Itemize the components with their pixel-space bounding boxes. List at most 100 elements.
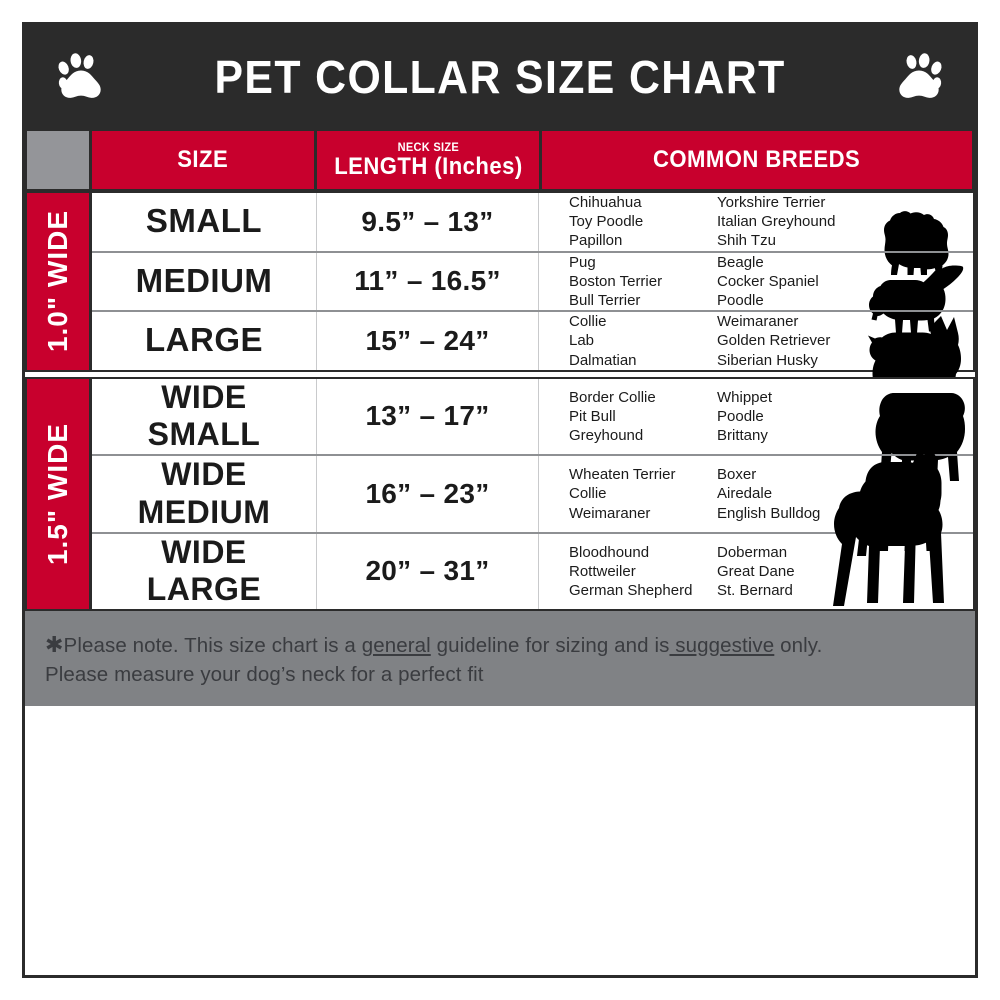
breed-item: German Shepherd: [569, 582, 693, 600]
row-size-wide-small: WIDE SMALL: [92, 378, 317, 455]
breed-column-1: Collie Lab Dalmatian: [569, 312, 717, 370]
footer-text-c: only.: [774, 634, 823, 658]
row-size-line: WIDE: [161, 378, 247, 415]
breed-item: Wheaten Terrier: [569, 466, 676, 484]
footer-text-a: Please note. This size chart is a: [63, 634, 362, 658]
breed-column-2: Yorkshire Terrier Italian Greyhound Shih…: [717, 193, 835, 251]
breed-column-2: Whippet Poodle Brittany: [717, 388, 772, 446]
column-header-size-label: SIZE: [177, 146, 229, 174]
breed-item: Poodle: [717, 407, 764, 425]
breed-column-1: Wheaten Terrier Collie Weimaraner: [569, 465, 717, 523]
breed-item: Pug: [569, 253, 596, 271]
footer-line-2: Please measure your dog’s neck for a per…: [45, 663, 484, 687]
footer-line-1: ✱Please note. This size chart is a gener…: [45, 629, 955, 660]
row-breeds-large: Collie Lab Dalmatian Weimaraner Golden R…: [539, 312, 973, 417]
breed-item: Rottweiler: [569, 562, 636, 580]
breed-item: Greyhound: [569, 427, 644, 445]
table-row[interactable]: WIDE MEDIUM 16” – 23” Wheaten Terrier Co…: [92, 442, 973, 557]
group-label-text: 1.0" WIDE: [42, 210, 73, 353]
asterisk-icon: ✱: [45, 632, 64, 658]
breed-column-1: Bloodhound Rottweiler German Shepherd: [569, 543, 717, 601]
row-length-wide-medium: 16” – 23”: [317, 456, 539, 532]
breed-column-1: Pug Boston Terrier Bull Terrier: [569, 253, 717, 311]
breed-item: Whippet: [717, 388, 773, 406]
footer-underline-suggestive: suggestive: [669, 634, 775, 658]
table-row[interactable]: LARGE 15” – 24” Collie Lab Dalmatian Wei…: [92, 310, 973, 417]
row-size-line: LARGE: [146, 571, 262, 608]
paw-print-icon: [889, 47, 949, 107]
breed-item: Shih Tzu: [717, 232, 776, 250]
row-length-wide-large: 20” – 31”: [317, 533, 539, 610]
footer-underline-general: general: [361, 634, 431, 658]
breed-column-1: Border Collie Pit Bull Greyhound: [569, 388, 717, 446]
row-size-medium: MEDIUM: [92, 252, 317, 311]
breed-item: Bloodhound: [569, 543, 650, 561]
group-1-5-wide: 1.5" WIDE WIDE SMALL 13” – 17” Border Co…: [25, 376, 975, 612]
breed-item: Weimaraner: [569, 504, 651, 522]
row-size-wide-medium: WIDE MEDIUM: [92, 456, 317, 532]
row-size-line: LARGE: [145, 321, 263, 359]
row-size-line: MEDIUM: [135, 261, 273, 299]
breed-item: Beagle: [717, 253, 764, 271]
row-size-wide-large: WIDE LARGE: [92, 533, 317, 610]
breed-column-1: Chihuahua Toy Poodle Papillon: [569, 193, 717, 251]
column-header-breeds: COMMON BREEDS: [542, 131, 972, 189]
breed-item: Chihuahua: [569, 194, 642, 211]
row-size-line: SMALL: [145, 202, 263, 240]
row-size-line: MEDIUM: [137, 493, 271, 530]
column-header-length-label: LENGTH (Inches): [333, 152, 523, 180]
breed-item: English Bulldog: [717, 504, 821, 522]
breed-item: Boston Terrier: [569, 272, 663, 290]
breed-item: Weimaraner: [717, 313, 799, 331]
table-row[interactable]: MEDIUM 11” – 16.5” Pug Boston Terrier Bu…: [92, 250, 973, 333]
column-header-length: NECK SIZE LENGTH (Inches): [317, 131, 539, 189]
breed-item: Collie: [569, 485, 607, 503]
breed-item: Italian Greyhound: [717, 213, 836, 231]
group-label-1-0-wide: 1.0" WIDE: [27, 193, 89, 370]
breed-item: Papillon: [569, 232, 623, 250]
breed-item: Pit Bull: [569, 407, 616, 425]
row-size-line: WIDE: [161, 456, 247, 493]
breed-column-2: Weimaraner Golden Retriever Siberian Hus…: [717, 312, 830, 370]
breed-item: Bull Terrier: [569, 291, 641, 309]
row-breeds-small: Chihuahua Toy Poodle Papillon Yorkshire …: [539, 193, 973, 275]
breed-item: Cocker Spaniel: [717, 272, 819, 290]
breed-item: Doberman: [717, 543, 788, 561]
table-row[interactable]: WIDE SMALL 13” – 17” Border Collie Pit B…: [92, 378, 973, 482]
table-row[interactable]: SMALL 9.5” – 13” Chihuahua Toy Poodle Pa…: [92, 193, 973, 275]
row-length-small: 9.5” – 13”: [317, 193, 539, 251]
breed-item: Golden Retriever: [717, 332, 831, 350]
breed-item: Siberian Husky: [717, 351, 818, 369]
footer-note: ✱Please note. This size chart is a gener…: [25, 478, 975, 706]
row-breeds-medium: Pug Boston Terrier Bull Terrier Beagle C…: [539, 253, 973, 333]
breed-item: Poodle: [717, 291, 764, 309]
breed-item: Dalmatian: [569, 351, 637, 369]
paw-print-icon: [51, 47, 111, 107]
breed-item: Toy Poodle: [569, 213, 644, 231]
breed-column-2: Doberman Great Dane St. Bernard: [717, 543, 795, 601]
table-row[interactable]: WIDE LARGE 20” – 31” Bloodhound Rottweil…: [92, 531, 973, 610]
row-size-large: LARGE: [92, 312, 317, 370]
row-breeds-wide-large: Bloodhound Rottweiler German Shepherd Do…: [539, 534, 973, 610]
row-breeds-wide-small: Border Collie Pit Bull Greyhound Whippet…: [539, 379, 973, 482]
group-1-0-wide: 1.0" WIDE SMALL 9.5” – 13” Chihuahua Toy…: [25, 191, 975, 417]
column-header-breeds-label: COMMON BREEDS: [653, 146, 861, 174]
header-corner-cell: [27, 131, 89, 189]
row-length-large: 15” – 24”: [317, 312, 539, 370]
column-header-size: SIZE: [92, 131, 314, 189]
row-length-medium: 11” – 16.5”: [317, 252, 539, 311]
row-size-line: WIDE: [161, 533, 247, 570]
breed-item: Great Dane: [717, 562, 795, 580]
pet-collar-size-chart: PET COLLAR SIZE CHART SIZE NECK SIZE: [22, 22, 978, 978]
breed-item: Lab: [569, 332, 595, 350]
column-header-neck-size-label: NECK SIZE: [397, 139, 459, 154]
table-header-row: SIZE NECK SIZE LENGTH (Inches) COMMON BR…: [25, 129, 975, 191]
page-title: PET COLLAR SIZE CHART: [214, 51, 786, 103]
breed-item: Border Collie: [569, 388, 656, 406]
breed-column-2: Boxer Airedale English Bulldog: [717, 465, 820, 523]
row-size-line: SMALL: [147, 416, 261, 453]
group-rows: WIDE SMALL 13” – 17” Border Collie Pit B…: [92, 378, 973, 610]
group-rows: SMALL 9.5” – 13” Chihuahua Toy Poodle Pa…: [92, 193, 973, 417]
group-label-text: 1.5" WIDE: [42, 422, 73, 565]
row-breeds-wide-medium: Wheaten Terrier Collie Weimaraner Boxer …: [539, 442, 973, 557]
